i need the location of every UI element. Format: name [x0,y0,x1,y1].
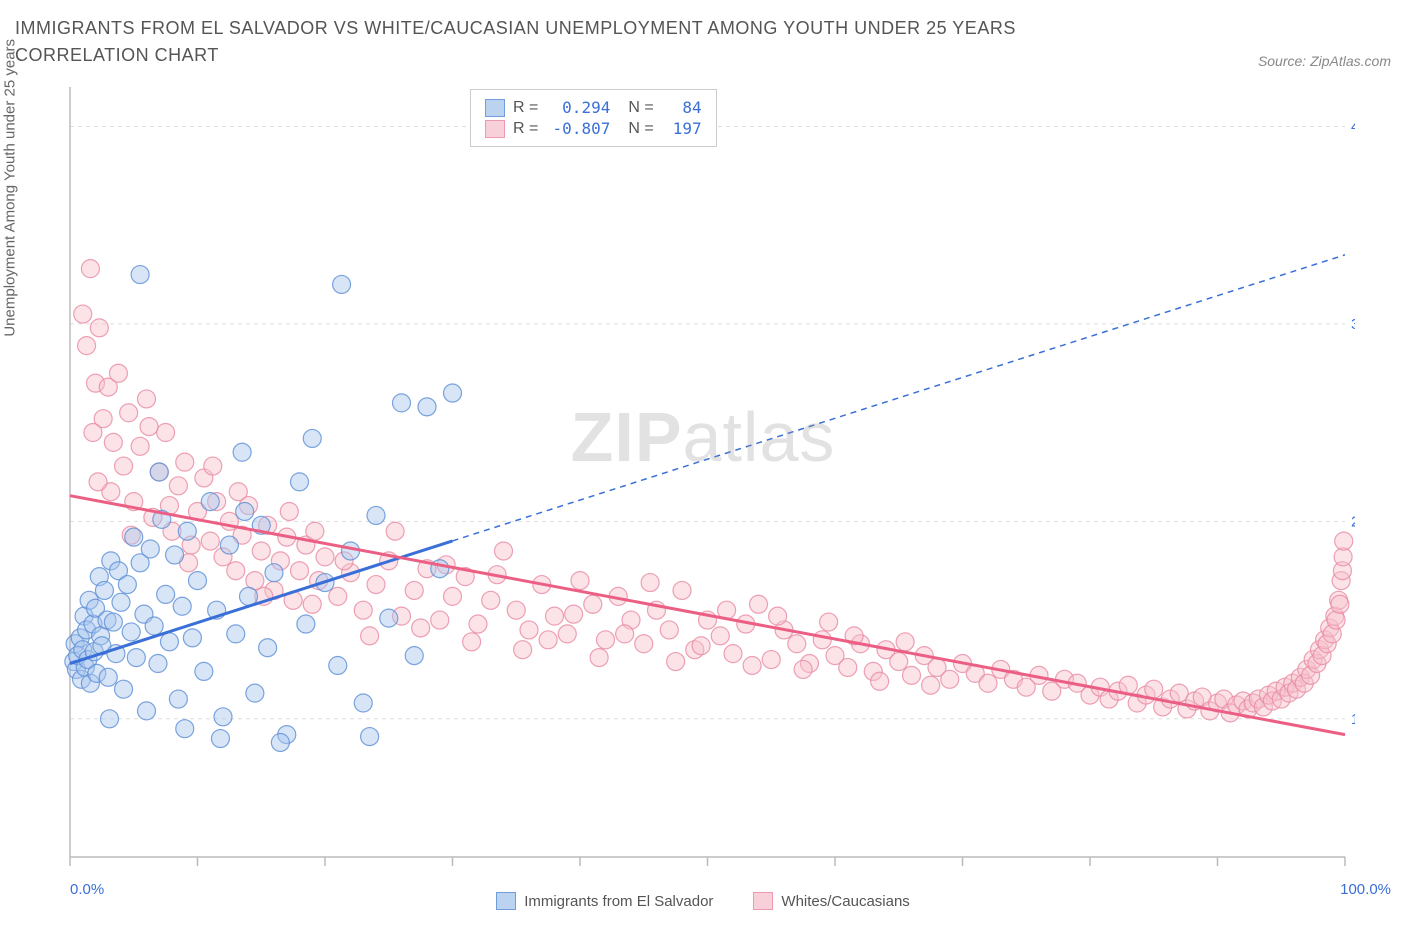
stats-row: R =-0.807 N =197 [485,119,702,138]
svg-text:40.0%: 40.0% [1351,118,1355,135]
svg-text:10.0%: 10.0% [1351,711,1355,728]
legend-label: Whites/Caucasians [781,893,909,910]
legend-swatch [753,892,773,910]
legend-swatch [496,892,516,910]
legend-item: Immigrants from El Salvador [496,892,713,910]
scatter-chart: 10.0% 20.0% 30.0% 40.0% [15,77,1355,877]
legend-swatch [485,120,505,138]
source-credit: Source: ZipAtlas.com [1258,53,1391,69]
stats-row: R =0.294 N =84 [485,98,702,117]
chart-title: IMMIGRANTS FROM EL SALVADOR VS WHITE/CAU… [15,15,1115,69]
chart-container: Unemployment Among Youth under 25 years … [15,77,1391,877]
legend-item: Whites/Caucasians [753,892,909,910]
bottom-legend: Immigrants from El Salvador Whites/Caucas… [15,892,1391,910]
svg-text:20.0%: 20.0% [1351,513,1355,530]
svg-text:30.0%: 30.0% [1351,316,1355,333]
stats-legend-box: R =0.294 N =84 R =-0.807 N =197 [470,89,717,147]
legend-label: Immigrants from El Salvador [524,893,713,910]
y-axis-label: Unemployment Among Youth under 25 years [2,39,19,337]
legend-swatch [485,99,505,117]
